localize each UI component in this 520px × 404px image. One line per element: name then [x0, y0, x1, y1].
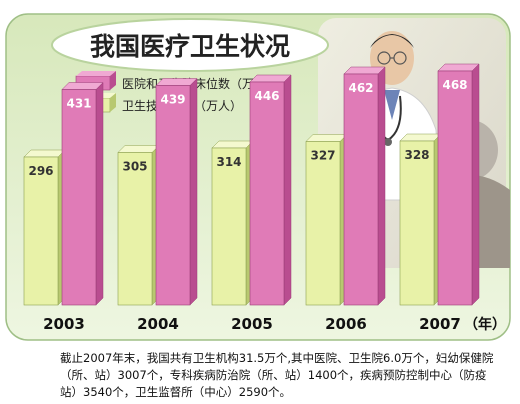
bar-beds-2004-value-label: 439: [160, 93, 185, 107]
bar-staff-2003-value-label: 296: [28, 164, 53, 178]
bar-beds-2007: 468: [437, 63, 480, 306]
bar-staff-2005-value-label: 314: [216, 155, 241, 169]
bar-staff-2005: 314: [211, 140, 254, 306]
x-tick-label-2004: 2004: [137, 315, 179, 333]
x-axis-unit-label: （年）: [464, 316, 506, 333]
bar-staff-2005-front: [211, 147, 247, 306]
bar-staff-2006: 327: [305, 133, 348, 306]
bar-beds-2006-side: [377, 66, 386, 306]
bar-beds-2006-value-label: 462: [348, 81, 373, 95]
x-tick-label-2007: 2007: [419, 315, 461, 333]
bar-beds-2006: 462: [343, 66, 386, 306]
bar-beds-2003-front: [61, 89, 97, 306]
bar-beds-2005-side: [283, 74, 292, 306]
bar-beds-2007-side: [471, 63, 480, 306]
bars: 296 431 305 439 314 446 327 462 328 468: [23, 63, 480, 306]
bar-beds-2004-side: [189, 77, 198, 306]
bar-staff-2003-front: [23, 156, 59, 306]
bar-beds-2005-value-label: 446: [254, 89, 279, 103]
bar-beds-2005-front: [249, 81, 285, 306]
bar-beds-2007-front: [437, 70, 473, 306]
bar-staff-2004-value-label: 305: [122, 160, 147, 174]
x-tick-label-2003: 2003: [43, 315, 85, 333]
caption-text: 截止2007年末，我国共有卫生机构31.5万个,其中医院、卫生院6.0万个，妇幼…: [60, 351, 494, 399]
bar-staff-2004: 305: [117, 144, 160, 306]
bar-beds-2006-front: [343, 73, 379, 306]
chart-title: 我国医疗卫生状况: [90, 32, 290, 61]
bar-staff-2007-value-label: 328: [404, 148, 429, 162]
bar-staff-2003: 296: [23, 149, 66, 306]
bar-beds-2003-value-label: 431: [66, 97, 91, 111]
x-tick-label-2005: 2005: [231, 315, 273, 333]
bar-beds-2005: 446: [249, 74, 292, 306]
bar-beds-2004-front: [155, 85, 191, 306]
bar-beds-2003: 431: [61, 81, 104, 306]
bar-staff-2007: 328: [399, 133, 442, 306]
bar-beds-2007-value-label: 468: [442, 78, 467, 92]
x-tick-label-2006: 2006: [325, 315, 367, 333]
bar-staff-2006-value-label: 327: [310, 149, 335, 163]
x-axis-labels: 2003 2004 2005 2006 2007 （年）: [43, 315, 506, 333]
title-bubble: [51, 18, 329, 72]
bar-staff-2004-front: [117, 152, 153, 306]
bar-beds-2003-side: [95, 81, 104, 306]
bar-staff-2007-front: [399, 140, 435, 306]
bar-staff-2006-front: [305, 141, 341, 306]
bar-beds-2004: 439: [155, 77, 198, 306]
